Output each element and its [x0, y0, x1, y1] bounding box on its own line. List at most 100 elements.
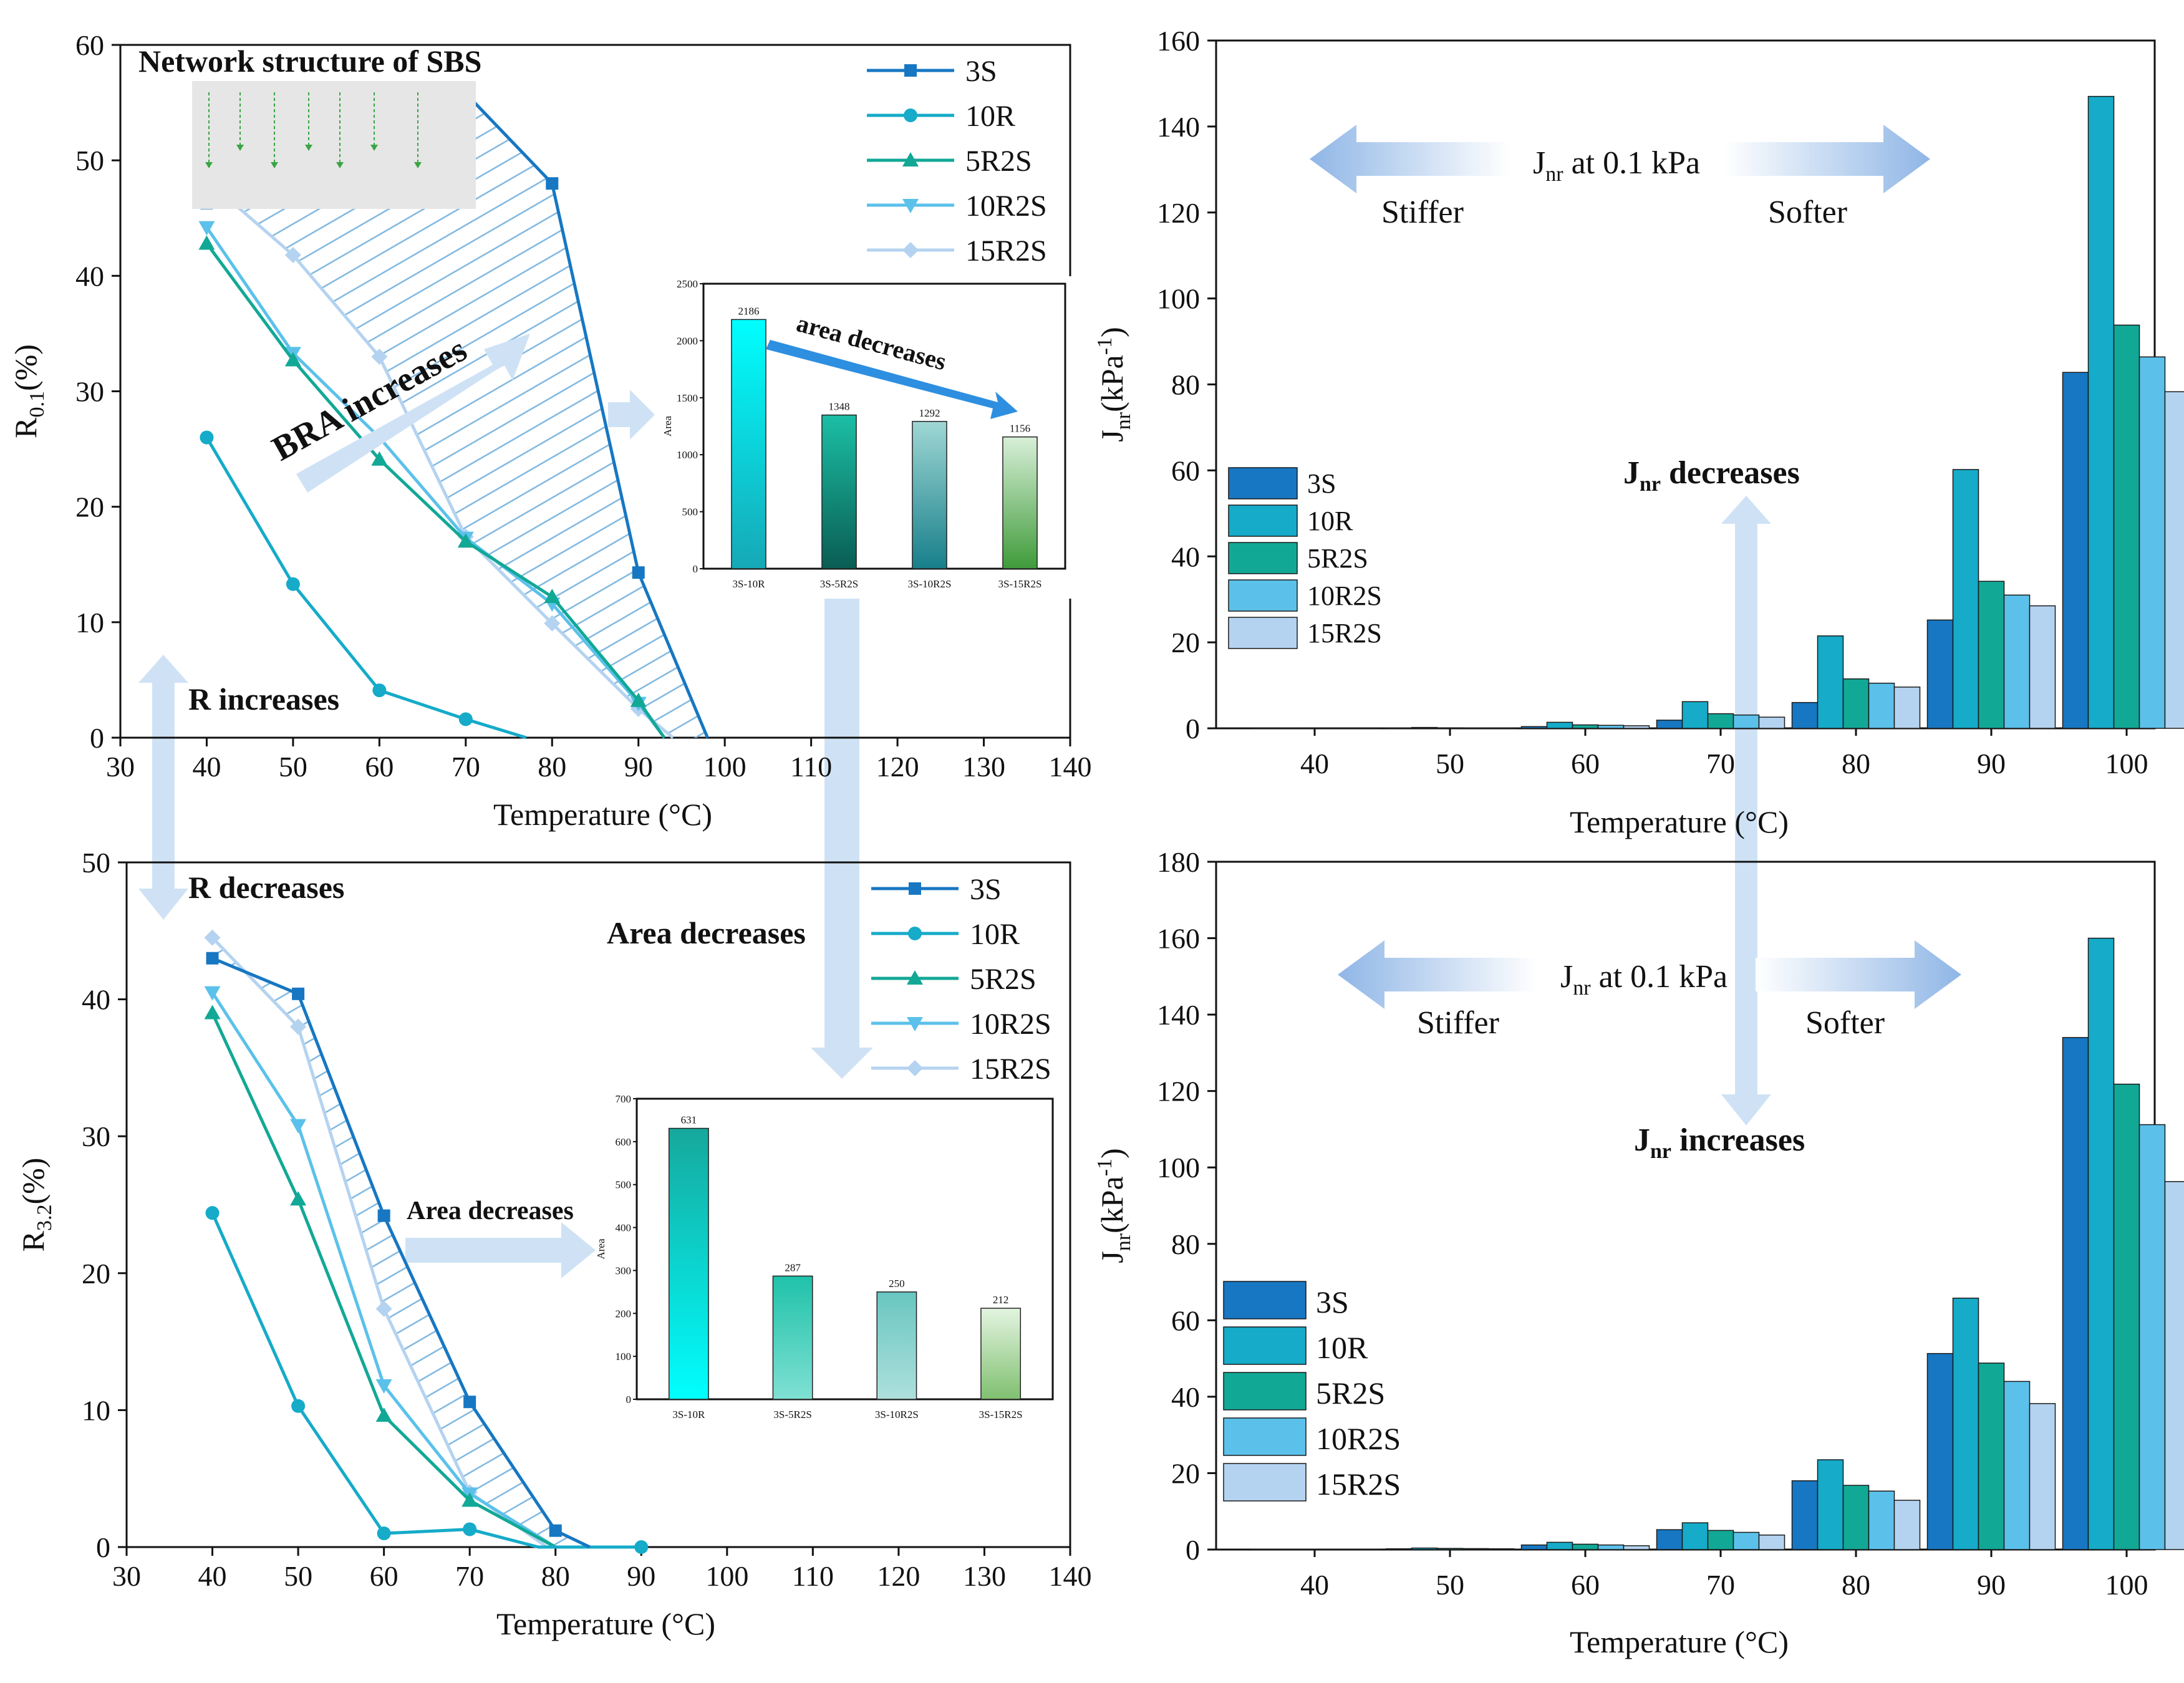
- y-tick-label: 30: [82, 1121, 110, 1152]
- bottom-inset-y-tick-label: 0: [626, 1394, 632, 1406]
- y-tick-label: 40: [82, 984, 110, 1016]
- jnr32-at-label: Jnr at 0.1 kPa: [1560, 959, 1727, 1000]
- series-10R: [205, 1206, 649, 1554]
- x-tick-label: 30: [112, 1560, 141, 1592]
- bar-10R: [1681, 701, 1709, 729]
- x-axis-title: Temperature (°C): [496, 1606, 715, 1641]
- legend-swatch-3S: [1228, 467, 1298, 499]
- legend-marker-10R2S: [902, 199, 919, 213]
- bottom-inset-bar-value: 287: [785, 1261, 801, 1273]
- legend-marker-15R2S: [902, 242, 919, 258]
- legend-swatch-3S: [1223, 1281, 1307, 1319]
- bottom-inset-y-title: Area: [595, 1238, 607, 1259]
- top-inset-x-label: 3S-10R: [733, 578, 766, 590]
- y-tick-label: 160: [1157, 25, 1200, 57]
- bar-10R2S: [1732, 1531, 1760, 1550]
- bottom-inset-bar-value: 250: [889, 1278, 905, 1290]
- legend-label-10R2S: 10R2S: [1307, 581, 1382, 611]
- y-tick-label: 0: [1186, 713, 1200, 745]
- bar-10R2S: [2003, 594, 2031, 729]
- legend-label-15R2S: 15R2S: [1307, 618, 1382, 649]
- y-tick-label: 60: [1171, 455, 1200, 486]
- bottom-inset-x-label: 3S-10R: [672, 1409, 705, 1420]
- legend-swatch-15R2S: [1223, 1463, 1307, 1502]
- bar-10R2S: [1462, 1548, 1489, 1550]
- r-updown-arrow: [138, 655, 188, 920]
- legend-swatch-5R2S: [1228, 542, 1298, 574]
- y-tick-label: 50: [75, 145, 104, 176]
- x-tick-label: 140: [1049, 1560, 1092, 1592]
- series-10R2S: [1326, 356, 2166, 729]
- network-title: Network structure of SBS: [138, 44, 481, 79]
- x-tick-label: 30: [106, 751, 135, 783]
- data-point-3S: [549, 1524, 562, 1537]
- legend-label-10R2S: 10R2S: [970, 1008, 1051, 1041]
- bar-10R: [1952, 1298, 1979, 1550]
- y-tick-label: 80: [1171, 1228, 1200, 1260]
- data-point-3S: [292, 987, 305, 1000]
- jnr-decreases-label: Jnr decreases: [1623, 455, 1800, 496]
- data-point-15R2S: [375, 1300, 392, 1317]
- legend-label-5R2S: 5R2S: [1316, 1376, 1385, 1411]
- data-point-3S: [632, 566, 645, 579]
- network-box: [192, 81, 476, 209]
- series-15R2S: [1352, 1181, 2184, 1550]
- bar-5R2S: [2113, 1083, 2140, 1550]
- y-tick-label: 120: [1157, 1076, 1200, 1107]
- bottom-inset-x-label: 3S-10R2S: [875, 1409, 919, 1420]
- chart-jnr01: 0 20 40 60 80 100 120 140 160 40 50 60 70 80 90 100 Temp…: [1093, 25, 2184, 839]
- top-inset-x-label: 3S-15R2S: [998, 578, 1042, 590]
- legend-marker-10R: [904, 109, 917, 122]
- y-tick-label: 140: [1157, 999, 1200, 1031]
- top-inset-x-label: 3S-5R2S: [820, 578, 858, 590]
- y-tick-label: 20: [1171, 627, 1200, 658]
- x-tick-label: 110: [792, 1560, 834, 1592]
- data-point-5R2S: [284, 352, 301, 367]
- r-increases-label: R increases: [188, 682, 339, 716]
- bar-3S: [1791, 1480, 1819, 1550]
- y-axis-title: R3.2(%): [16, 1158, 56, 1252]
- bottom-inset-y-tick-label: 700: [616, 1093, 632, 1105]
- jnr01-softer-label: Softer: [1768, 195, 1847, 230]
- data-point-10R: [377, 1526, 391, 1541]
- legend-label-15R2S: 15R2S: [970, 1053, 1051, 1086]
- legend-marker-3S: [904, 64, 917, 77]
- x-tick-label: 60: [370, 1560, 399, 1592]
- top-inset-y-tick-label: 1000: [677, 449, 698, 461]
- bottom-inset-bar: [772, 1275, 813, 1400]
- bar-5R2S: [1842, 678, 1870, 729]
- bar-15R2S: [1487, 1548, 1515, 1550]
- data-point-5R2S: [457, 533, 474, 548]
- bar-10R: [1817, 1459, 1844, 1550]
- jnr01-at-label: Jnr at 0.1 kPa: [1533, 145, 1700, 186]
- data-point-10R: [291, 1399, 306, 1413]
- bar-3S: [1791, 702, 1819, 729]
- legend-label-3S: 3S: [965, 55, 997, 88]
- top-inset-y-title: Area: [662, 416, 674, 436]
- x-tick-label: 40: [198, 1560, 227, 1592]
- network-arrow-head: [305, 145, 312, 151]
- series-10R: [1275, 937, 2115, 1550]
- legend-label-5R2S: 5R2S: [970, 963, 1036, 996]
- series-15R2S: [1352, 391, 2184, 729]
- bar-3S: [1926, 1353, 1954, 1550]
- legend: 3S 10R 5R2S 10R2S 15R2S: [1223, 1281, 1401, 1502]
- legend-marker-15R2S: [907, 1060, 923, 1076]
- bottom-inset-y-tick-label: 400: [616, 1222, 632, 1234]
- legend-swatch-10R2S: [1223, 1417, 1307, 1456]
- legend-label-5R2S: 5R2S: [1307, 543, 1368, 574]
- bottom-inset-y-tick-label: 100: [616, 1351, 632, 1362]
- data-point-5R2S: [290, 1191, 307, 1206]
- bottom-inset-x-label: 3S-15R2S: [979, 1409, 1023, 1420]
- x-tick-label: 80: [541, 1560, 570, 1592]
- data-point-10R2S: [204, 986, 221, 1001]
- jnr32-stiffer-label: Stiffer: [1417, 1005, 1499, 1041]
- data-point-10R2S: [290, 1119, 307, 1134]
- data-point-3S: [463, 1396, 476, 1409]
- r-decreases-label: R decreases: [188, 870, 344, 905]
- top-inset-y-tick-label: 0: [693, 563, 698, 575]
- series-5R2S: [198, 235, 666, 739]
- legend-swatch-10R2S: [1228, 579, 1298, 612]
- hatch-area: [206, 93, 708, 738]
- bottom-inset-bar-value: 212: [993, 1294, 1009, 1306]
